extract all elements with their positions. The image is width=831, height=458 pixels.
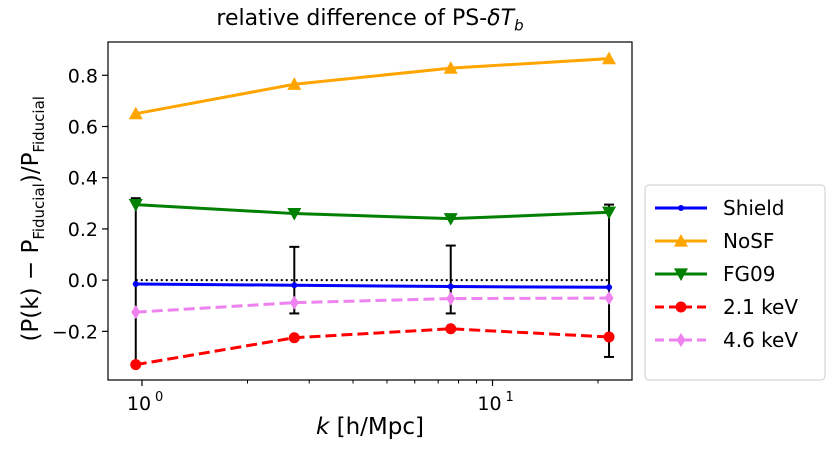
y-tick-label: 0.8 bbox=[68, 65, 98, 87]
data-point-fg09 bbox=[128, 198, 143, 212]
chart-title-text: relative difference of PS- bbox=[216, 6, 488, 31]
x-axis-variable: k bbox=[315, 414, 330, 440]
data-point-fg09 bbox=[602, 206, 617, 220]
legend-marker-fg09 bbox=[674, 268, 688, 281]
legend-label-4-6-kev: 4.6 keV bbox=[723, 328, 798, 352]
data-point-shield bbox=[291, 282, 298, 289]
series-line-4-6-kev bbox=[135, 296, 610, 314]
data-point-nosf bbox=[287, 77, 302, 90]
legend-label-fg09: FG09 bbox=[723, 262, 775, 286]
x-tick-exponent: 1 bbox=[506, 390, 514, 405]
data-point-4-6-kev bbox=[446, 291, 456, 306]
data-point-nosf bbox=[443, 61, 458, 74]
legend-label-2-1-kev: 2.1 keV bbox=[723, 295, 798, 319]
x-axis-label: k [h/Mpc] bbox=[108, 414, 632, 440]
chart-title: relative difference of PS-δTb bbox=[108, 6, 632, 34]
y-axis-text-1: (P(k) − P bbox=[18, 239, 45, 342]
data-point-4-6-kev bbox=[604, 291, 614, 306]
plot-frame bbox=[107, 41, 633, 381]
axes: −0.2 0.0 0.2 0.4 0.6 0.8 10 0 10 1 bbox=[52, 41, 633, 415]
x-axis-units: [h/Mpc] bbox=[336, 414, 424, 440]
data-point-fg09 bbox=[443, 213, 458, 226]
plot-area bbox=[128, 51, 617, 371]
data-point-shield bbox=[447, 283, 454, 290]
series-line-nosf bbox=[135, 57, 610, 116]
legend: Shield NoSF FG09 2.1 keV 4.6 keV bbox=[644, 184, 826, 381]
legend-box bbox=[644, 184, 826, 381]
data-point-2-1-kev bbox=[130, 359, 142, 371]
data-point-4-6-kev bbox=[289, 295, 299, 310]
chart-title-subscript: b bbox=[514, 16, 524, 35]
legend-marker-shield bbox=[678, 205, 684, 211]
y-tick-label: 0.2 bbox=[68, 219, 98, 241]
series-line-shield bbox=[135, 282, 610, 289]
y-tick-label: 0.6 bbox=[68, 117, 98, 139]
data-point-shield bbox=[132, 280, 139, 287]
y-tick-label: −0.2 bbox=[52, 321, 98, 343]
y-axis-sub-2: Fiducial bbox=[29, 96, 48, 153]
chart-title-symbol: δT bbox=[487, 6, 515, 31]
data-point-2-1-kev bbox=[288, 332, 300, 344]
x-tick-exponent: 0 bbox=[155, 390, 163, 405]
legend-label-shield: Shield bbox=[723, 196, 784, 220]
series-line-fg09 bbox=[135, 203, 610, 221]
y-tick-label: 0.4 bbox=[68, 168, 98, 190]
y-tick-label: 0.0 bbox=[68, 270, 98, 292]
y-axis-label: (P(k) − PFiducial)/PFiducial bbox=[18, 89, 48, 349]
legend-marker-2-1-kev bbox=[675, 301, 687, 313]
y-axis-sub-1: Fiducial bbox=[29, 183, 48, 240]
series-line-2-1-kev bbox=[135, 327, 610, 367]
legend-marker-nosf bbox=[674, 234, 688, 247]
y-axis-text-2: )/P bbox=[18, 152, 45, 184]
legend-marker-4-6-kev bbox=[676, 333, 686, 347]
x-tick-label: 10 bbox=[127, 393, 151, 415]
data-point-4-6-kev bbox=[131, 305, 141, 320]
data-point-fg09 bbox=[287, 207, 302, 221]
data-point-nosf bbox=[602, 51, 617, 65]
x-tick-label: 10 bbox=[477, 393, 501, 415]
data-point-2-1-kev bbox=[445, 323, 457, 335]
data-point-shield bbox=[606, 284, 613, 291]
data-point-2-1-kev bbox=[603, 331, 615, 343]
data-point-nosf bbox=[128, 106, 143, 120]
legend-label-nosf: NoSF bbox=[723, 229, 774, 253]
